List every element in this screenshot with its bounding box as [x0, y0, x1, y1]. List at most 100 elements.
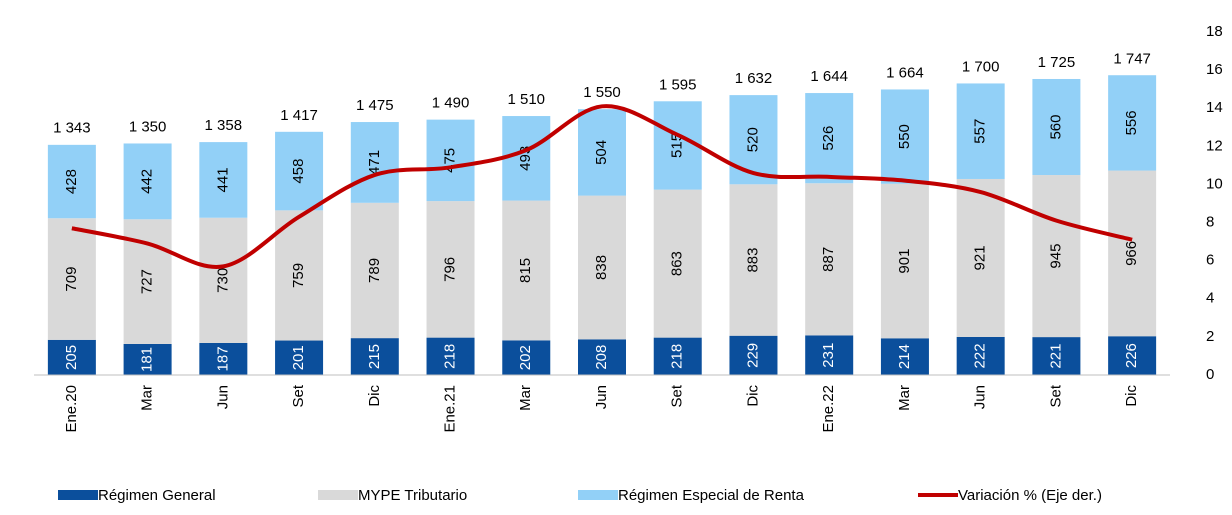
value-label: 458 — [290, 159, 307, 184]
x-tick-label: Jun — [593, 385, 610, 409]
bar-segment — [350, 338, 399, 375]
bar-segment — [653, 101, 702, 190]
bar-segment — [880, 89, 929, 184]
total-label: 1 725 — [1038, 54, 1076, 71]
total-label: 1 510 — [507, 91, 545, 108]
total-label: 1 632 — [735, 70, 773, 87]
bar-segment — [578, 109, 626, 196]
bar-segment — [880, 338, 929, 375]
x-tick-label: Dic — [744, 385, 761, 407]
value-label: 838 — [593, 255, 610, 280]
value-label: 201 — [290, 345, 307, 370]
bar-segment — [956, 178, 1005, 337]
value-label: 863 — [669, 251, 686, 276]
bar-segment — [880, 183, 929, 339]
bar-segment — [199, 342, 248, 375]
value-label: 218 — [669, 344, 686, 369]
y2-tick-label: 6 — [1206, 252, 1214, 269]
value-label: 504 — [593, 140, 610, 165]
value-label: 205 — [63, 345, 80, 370]
value-label: 796 — [442, 257, 459, 282]
bar-segment — [502, 116, 551, 201]
total-label: 1 490 — [432, 94, 470, 111]
x-tick-label: Set — [669, 384, 686, 407]
value-label: 231 — [820, 343, 837, 368]
value-label: 222 — [972, 343, 989, 368]
x-tick-label: Mar — [896, 385, 913, 411]
value-label: 727 — [139, 269, 156, 294]
y2-tick-label: 8 — [1206, 214, 1214, 231]
x-tick-label: Set — [1047, 384, 1064, 407]
value-label: 526 — [820, 126, 837, 151]
value-label: 550 — [896, 124, 913, 149]
value-label: 557 — [972, 119, 989, 144]
value-label: 428 — [63, 169, 80, 194]
total-label: 1 664 — [886, 65, 924, 82]
x-tick-label: Ene.20 — [63, 385, 80, 433]
x-tick-label: Ene.22 — [820, 385, 837, 433]
bar-segment — [1032, 337, 1081, 375]
value-label: 215 — [366, 344, 383, 369]
value-label: 229 — [744, 343, 761, 368]
y2-tick-label: 2 — [1206, 328, 1214, 345]
value-label: 887 — [820, 247, 837, 272]
value-label: 709 — [63, 267, 80, 292]
bar-segment — [653, 337, 702, 375]
value-label: 214 — [896, 344, 913, 369]
bar-segment — [1108, 75, 1157, 171]
bar-segment — [426, 201, 475, 338]
bar-segment — [275, 340, 324, 375]
x-tick-label: Ene.21 — [442, 385, 459, 433]
line — [71, 104, 1133, 269]
value-label: 226 — [1123, 343, 1140, 368]
bar-segment — [1032, 78, 1081, 176]
value-label: 441 — [214, 167, 231, 192]
bar-segment — [47, 339, 96, 375]
bar-segment — [653, 189, 702, 338]
value-label: 208 — [593, 345, 610, 370]
value-label: 218 — [442, 344, 459, 369]
value-label: 221 — [1047, 344, 1064, 369]
bar-segment — [1108, 170, 1157, 337]
value-label: 921 — [972, 245, 989, 270]
value-label: 883 — [744, 247, 761, 272]
value-label: 901 — [896, 249, 913, 274]
bar-segment — [47, 144, 96, 219]
total-label: 1 747 — [1113, 50, 1151, 67]
value-label: 442 — [139, 169, 156, 194]
x-tick-label: Mar — [139, 385, 156, 411]
bar-segment — [805, 335, 854, 375]
value-label: 181 — [139, 347, 156, 372]
value-label: 945 — [1047, 244, 1064, 269]
value-label: 471 — [366, 150, 383, 175]
legend-label: Régimen General — [98, 487, 216, 504]
bar-segment — [275, 210, 324, 341]
bar-segment — [578, 339, 626, 375]
bar-segment — [578, 195, 626, 340]
value-label: 187 — [214, 346, 231, 371]
total-label: 1 475 — [356, 97, 394, 114]
legend-swatch — [58, 490, 98, 500]
bar-segment — [729, 335, 778, 375]
y2-tick-label: 14 — [1206, 99, 1223, 116]
y2-tick-label: 16 — [1206, 61, 1223, 78]
bar-segment — [502, 200, 551, 341]
x-tick-label: Set — [290, 384, 307, 407]
bar-segment — [729, 184, 778, 336]
bar-segment — [426, 119, 475, 202]
value-label: 815 — [517, 258, 534, 283]
bar-segment — [956, 83, 1005, 179]
total-label: 1 343 — [53, 120, 91, 137]
legend-label: MYPE Tributario — [358, 487, 467, 504]
total-label: 1 358 — [205, 117, 243, 134]
bar-segment — [502, 340, 551, 375]
value-label: 515 — [669, 133, 686, 158]
total-label: 1 417 — [280, 107, 318, 124]
legend-swatch — [318, 490, 358, 500]
bar-segment — [729, 95, 778, 185]
bar-segment — [426, 337, 475, 375]
value-label: 789 — [366, 258, 383, 283]
bar-segment — [805, 93, 854, 184]
x-tick-label: Jun — [214, 385, 231, 409]
